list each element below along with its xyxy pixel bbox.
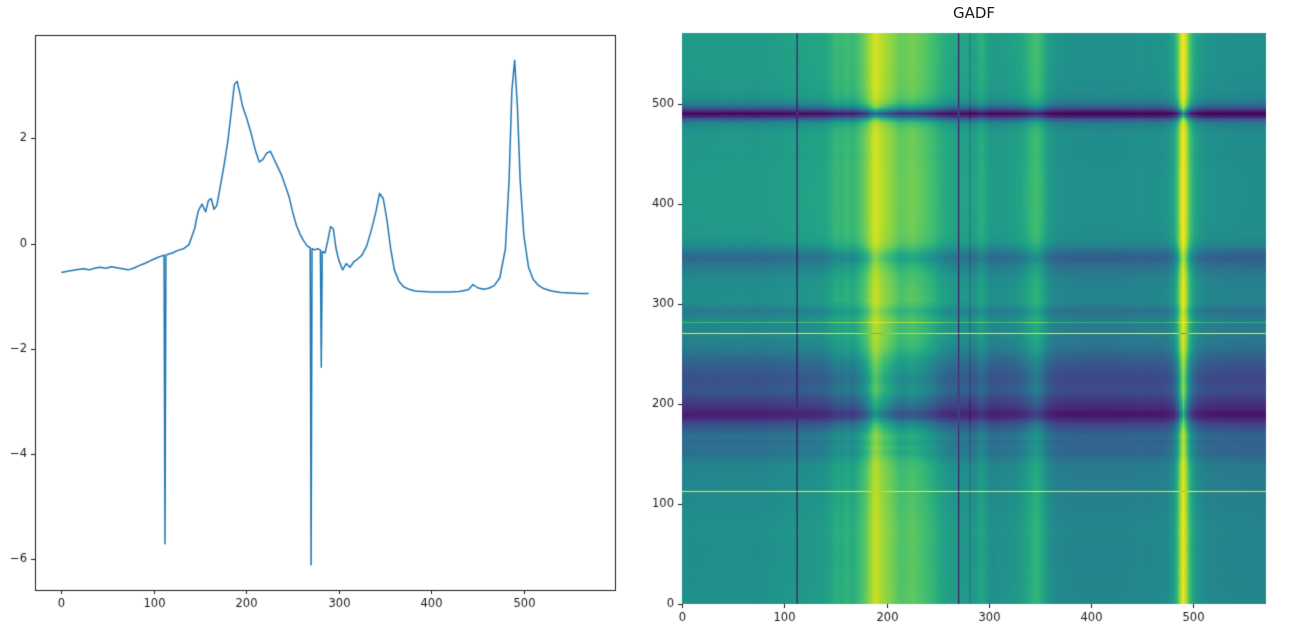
signal-line-chart	[0, 0, 660, 643]
heatmap-title: GADF	[952, 4, 996, 22]
gadf-heatmap	[630, 0, 1291, 643]
